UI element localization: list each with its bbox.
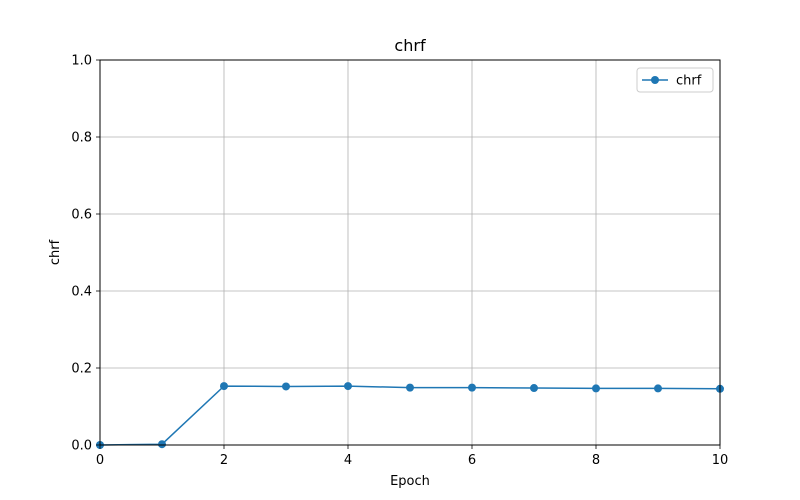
- y-tick-label: 0.4: [71, 285, 92, 300]
- legend: chrf: [636, 67, 714, 93]
- data-point: [530, 384, 538, 393]
- data-point: [654, 384, 662, 393]
- data-point: [158, 440, 166, 449]
- y-axis-label: chrf: [48, 239, 63, 265]
- legend-frame: [636, 67, 714, 93]
- chart-title: chrf: [394, 36, 426, 55]
- x-axis-label: Epoch: [390, 474, 430, 489]
- x-tick-label: 0: [96, 453, 104, 468]
- grid: [99, 59, 721, 446]
- y-tick-label: 0.8: [71, 131, 92, 146]
- x-tick-label: 10: [712, 453, 729, 468]
- x-tick-label: 2: [220, 453, 228, 468]
- data-point: [282, 382, 290, 391]
- x-tick-label: 6: [468, 453, 476, 468]
- data-point: [406, 383, 414, 392]
- y-tick-label: 0.2: [71, 362, 92, 377]
- legend-entry-chrf: chrf: [676, 74, 702, 89]
- data-point: [592, 384, 600, 393]
- data-point: [468, 383, 476, 392]
- data-point: [344, 382, 352, 391]
- plot-area-frame: [99, 59, 721, 446]
- x-tick-label: 8: [592, 453, 600, 468]
- series-layer: [96, 382, 724, 449]
- x-tick-label: 4: [344, 453, 352, 468]
- ticks: 0 2 4 6 8 10 0.0 0.2 0.4 0.6 0.8 1.0: [71, 54, 728, 469]
- y-tick-label: 0.0: [71, 439, 92, 454]
- y-tick-label: 0.6: [71, 208, 92, 223]
- data-point: [220, 382, 228, 391]
- y-tick-label: 1.0: [71, 54, 92, 69]
- legend-marker-swatch: [651, 76, 659, 84]
